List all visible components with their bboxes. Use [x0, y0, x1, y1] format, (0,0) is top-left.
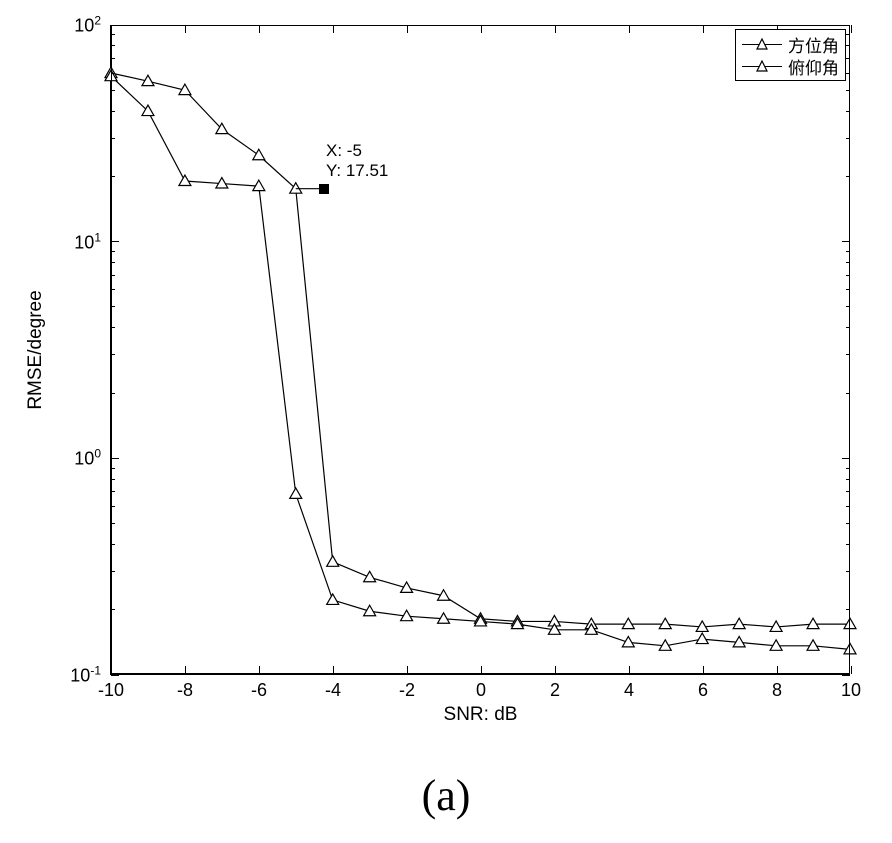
triangle-marker — [585, 624, 597, 634]
triangle-marker — [733, 618, 745, 628]
legend-item: 方位角 — [742, 33, 839, 55]
x-tick-label: -6 — [251, 680, 267, 701]
triangle-marker — [179, 175, 191, 185]
triangle-marker — [622, 618, 634, 628]
triangle-marker — [844, 618, 856, 628]
x-axis-title: SNR: dB — [444, 704, 518, 726]
triangle-marker — [807, 618, 819, 628]
triangle-marker — [179, 84, 191, 94]
x-tick-label: 10 — [841, 680, 861, 701]
x-tick-label: 8 — [772, 680, 782, 701]
triangle-marker — [475, 613, 487, 623]
triangle-marker — [327, 556, 339, 566]
triangle-marker — [807, 640, 819, 650]
triangle-icon — [756, 60, 768, 72]
x-tick-label: 6 — [698, 680, 708, 701]
y-axis-title: RMSE/degree — [25, 290, 47, 409]
triangle-marker — [253, 149, 265, 159]
x-tick-label: 4 — [624, 680, 634, 701]
triangle-marker — [290, 488, 302, 498]
y-tick-label: 100 — [74, 447, 101, 470]
x-tick-label: -2 — [399, 680, 415, 701]
triangle-marker — [696, 633, 708, 643]
triangle-marker — [585, 618, 597, 628]
triangle-marker — [770, 640, 782, 650]
chart-container: 10-1 100 101 102 -10 -8 -6 -4 -2 0 2 4 6 8 10 RMSE/de… — [0, 0, 892, 843]
triangle-marker — [438, 590, 450, 600]
chart-svg — [111, 25, 850, 674]
triangle-marker — [511, 615, 523, 625]
triangle-marker — [253, 180, 265, 190]
x-tick-label: 0 — [476, 680, 486, 701]
triangle-marker — [216, 123, 228, 133]
triangle-marker — [216, 178, 228, 188]
triangle-marker — [364, 605, 376, 615]
triangle-marker — [659, 640, 671, 650]
series-line — [111, 76, 850, 649]
legend-label: 方位角 — [788, 32, 839, 57]
triangle-marker — [142, 75, 154, 85]
legend: 方位角 俯仰角 — [735, 29, 846, 81]
triangle-marker — [659, 618, 671, 628]
triangle-marker — [548, 615, 560, 625]
panel-label: (a) — [422, 770, 471, 821]
triangle-marker — [401, 610, 413, 620]
x-tick-label: -8 — [177, 680, 193, 701]
legend-line — [742, 66, 782, 67]
triangle-marker — [733, 636, 745, 646]
triangle-marker — [401, 582, 413, 592]
legend-line — [742, 44, 782, 45]
triangle-marker — [105, 67, 117, 77]
plot-area: 10-1100101102 -10-8-6-4-20246810 RMSE/de… — [110, 25, 850, 675]
triangle-marker — [844, 643, 856, 653]
y-tick-label: 10-1 — [70, 664, 101, 687]
triangle-marker — [770, 621, 782, 631]
legend-item: 俯仰角 — [742, 55, 839, 77]
triangle-marker — [438, 613, 450, 623]
triangle-marker — [142, 105, 154, 115]
triangle-marker — [327, 594, 339, 604]
x-tick-label: 2 — [550, 680, 560, 701]
x-tick-label: -10 — [98, 680, 124, 701]
y-tick-label: 101 — [74, 230, 101, 253]
triangle-marker — [548, 624, 560, 634]
callout-marker — [319, 184, 329, 194]
series-line — [111, 73, 850, 627]
triangle-icon — [756, 38, 768, 50]
triangle-marker — [475, 615, 487, 625]
triangle-marker — [290, 183, 302, 193]
triangle-marker — [622, 636, 634, 646]
callout-text-y: Y: 17.51 — [326, 161, 388, 181]
y-tick-label: 102 — [74, 14, 101, 37]
triangle-marker — [511, 618, 523, 628]
triangle-marker — [696, 621, 708, 631]
x-tick-label: -4 — [325, 680, 341, 701]
legend-label: 俯仰角 — [788, 54, 839, 79]
triangle-marker — [364, 571, 376, 581]
callout-text-x: X: -5 — [326, 141, 362, 161]
